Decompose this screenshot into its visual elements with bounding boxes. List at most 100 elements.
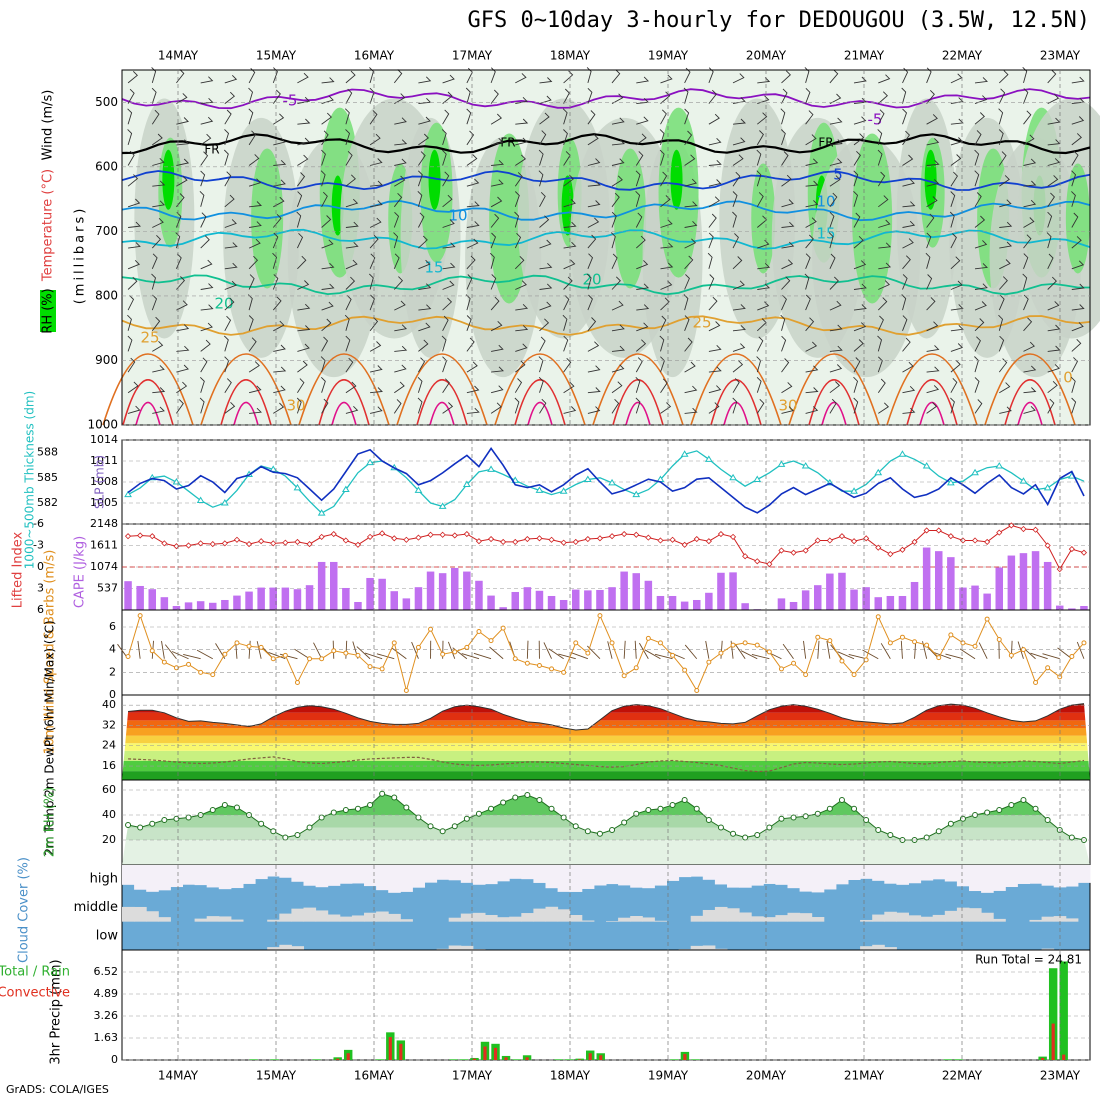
wind-barb: [417, 376, 423, 393]
cloud-layer-label: middle: [74, 900, 118, 915]
wind-barb: [394, 364, 407, 373]
wind-barb: [200, 133, 212, 146]
wind-barb: [272, 232, 279, 249]
wind-speed-marker: [863, 657, 869, 663]
wind-barb: [684, 315, 690, 331]
wind-barb: [805, 294, 811, 311]
cloud-cell: [545, 906, 559, 922]
wind-barb: [345, 70, 356, 84]
wind-barb: [950, 377, 958, 393]
wind-barb: [611, 175, 623, 187]
cloud-cell: [339, 916, 353, 922]
cloud-cell: [569, 865, 583, 892]
wind-speed-marker: [186, 661, 192, 667]
wind-barb: [684, 385, 698, 394]
convective-bar: [388, 1037, 392, 1060]
cape-bar: [233, 595, 241, 610]
wind-barb: [127, 276, 138, 290]
rh-marker: [488, 805, 495, 812]
isotherm-label: FR: [818, 136, 833, 150]
wind-barb: [998, 70, 1009, 84]
cloud-cell: [472, 865, 486, 885]
wind-barb: [708, 196, 720, 208]
cloud-cell: [255, 865, 268, 880]
wind-barb: [200, 97, 214, 105]
wind-speed-marker: [319, 656, 325, 662]
wind-barb: [248, 361, 260, 373]
wind-barb: [248, 337, 257, 352]
cape-bar: [584, 590, 592, 610]
wind-barb: [1071, 283, 1085, 290]
wind-barb: [902, 274, 908, 290]
wind-speed-marker: [621, 673, 627, 679]
cape-bar: [886, 595, 895, 610]
wind-barb: [1071, 212, 1079, 228]
wind-barb: [757, 112, 768, 125]
wind-barb: [152, 217, 164, 228]
wind-barb: [998, 358, 1008, 373]
rh-marker: [282, 834, 289, 841]
cloud-cell: [690, 865, 704, 877]
wind-barb: [950, 256, 961, 270]
cape-bar: [136, 585, 144, 610]
cloud-cell: [1065, 865, 1079, 887]
cape-bar: [971, 585, 979, 610]
wind-barb: [781, 335, 787, 352]
lifted-index-marker: [1008, 522, 1015, 529]
wind-barb: [466, 255, 476, 270]
wind-barb: [273, 113, 285, 125]
cloud-cell: [557, 909, 571, 922]
rh-marker: [669, 802, 676, 808]
temp-band: [122, 750, 1090, 761]
rh-marker: [439, 828, 446, 835]
wind-barb: [877, 378, 886, 393]
cloud-cell: [122, 906, 135, 922]
lifted-index-marker: [984, 538, 991, 545]
wind10m-barb: [345, 640, 348, 659]
wind-barb: [418, 357, 426, 373]
cape-bar: [378, 578, 386, 610]
cloud-cell: [351, 915, 365, 922]
millibars-axis-label: (millibars): [73, 206, 88, 305]
isotherm-arc-magenta: [429, 401, 455, 426]
rain-bar: [564, 1059, 574, 1060]
wind-barb: [273, 137, 286, 146]
cloud-cell: [376, 911, 389, 922]
wind-barb: [127, 70, 138, 84]
cloud-cell: [194, 865, 208, 886]
rh-tick-label: 40: [102, 808, 116, 821]
rh-marker: [572, 823, 579, 830]
wind-barb: [684, 67, 691, 84]
cape-bar: [160, 597, 169, 610]
wind-barb: [200, 259, 213, 270]
wind-barb: [199, 397, 205, 414]
rh-marker: [717, 824, 724, 831]
wind10m-axis-label: 10m Wind Speed & Barbs (m/s): [43, 550, 58, 755]
isotherm-arc-red: [1004, 379, 1056, 426]
wind-barb: [152, 157, 165, 166]
lifted-index-marker: [487, 535, 495, 543]
wind-barb: [345, 276, 356, 290]
cape-bar: [692, 599, 701, 610]
wind10m-barb: [900, 640, 903, 659]
wind-barb: [587, 317, 597, 332]
wind-barb: [1047, 364, 1060, 373]
cape-bar: [571, 589, 580, 610]
cape-bar: [208, 602, 217, 610]
wind-speed-marker: [887, 640, 893, 646]
wind-barb: [539, 301, 552, 311]
wind-barb: [127, 174, 139, 187]
cloud-cell: [339, 865, 353, 884]
wind-barb: [829, 139, 843, 146]
bottom-date-label: 17MAY: [452, 1069, 493, 1083]
top-date-label: 18MAY: [550, 49, 591, 63]
wind-barb: [466, 178, 480, 187]
wind-barb: [417, 397, 423, 414]
wind-speed-marker: [137, 613, 143, 619]
wind-barb: [1023, 88, 1029, 104]
isotherm-label: 10: [816, 193, 835, 211]
cloud-layer-label: low: [96, 928, 119, 943]
rain-bar: [312, 1059, 321, 1060]
wind10m-barb: [634, 640, 637, 659]
wind-barb: [1047, 211, 1053, 228]
